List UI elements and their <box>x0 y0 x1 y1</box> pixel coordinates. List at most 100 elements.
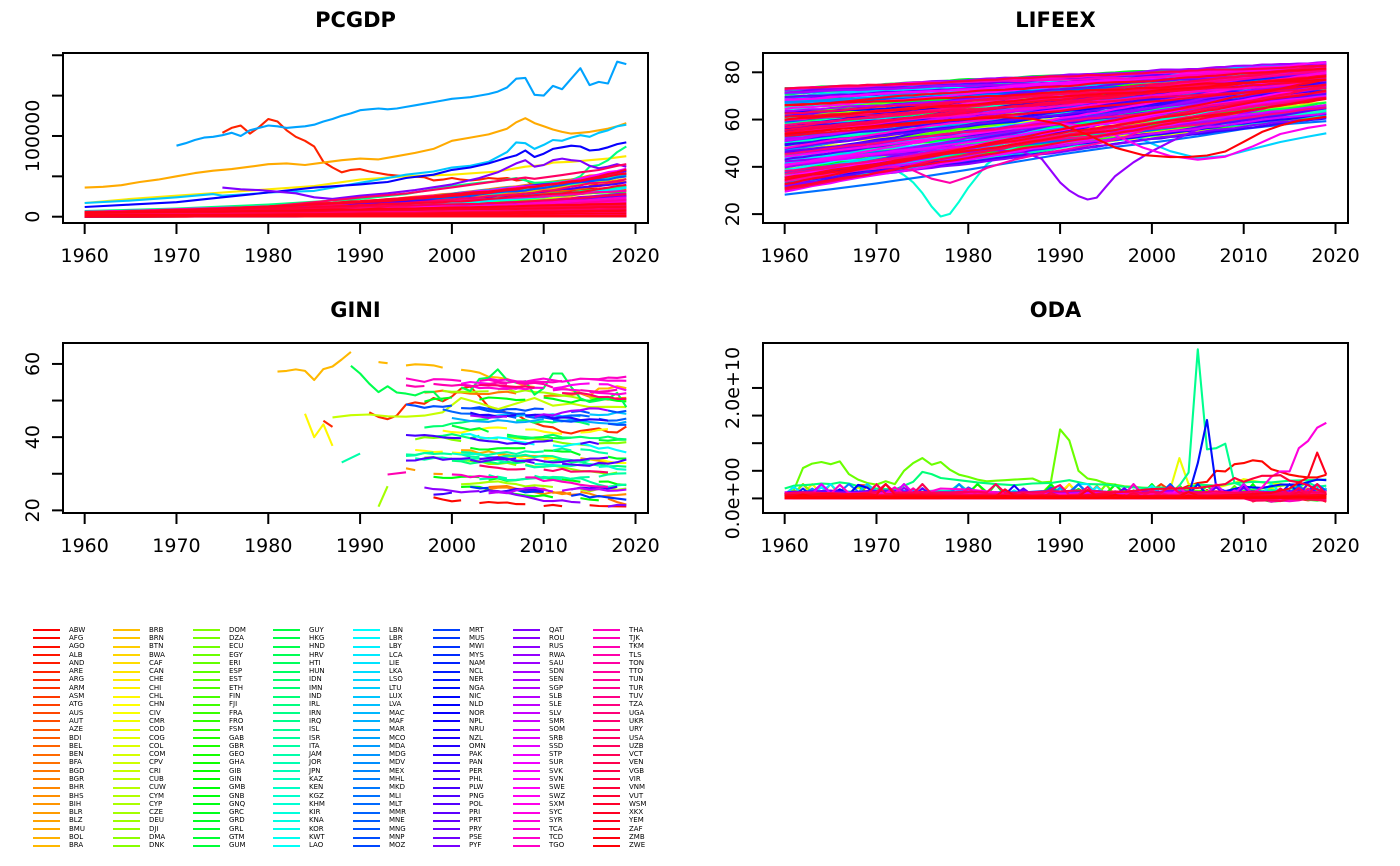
legend-column: QAT ROU RUS RWA SAU SDN SEN SGP SLB SLE SLV SMR SOM S… <box>513 626 593 850</box>
series-line-BRA <box>460 368 535 389</box>
legend-item: SOM <box>513 726 593 734</box>
x-tick-label: 1960 <box>760 245 808 267</box>
legend-swatch-line <box>593 645 620 648</box>
legend-code-label: ZAF <box>629 824 643 833</box>
legend-code-label: ISL <box>309 725 320 734</box>
legend-swatch-line <box>113 795 140 798</box>
legend-item: NOR <box>433 709 513 717</box>
chart-pcgdp: PCGDP 1960 1970 1980 1990 2000 2010 2020 0 10000… <box>0 0 700 290</box>
series-line <box>784 83 1327 137</box>
legend-code-label: NLD <box>469 700 484 709</box>
legend-swatch-line <box>273 720 300 723</box>
legend-swatch-line <box>353 720 380 723</box>
legend-swatch-line <box>193 720 220 723</box>
legend-swatch-line <box>593 629 620 632</box>
series-line <box>84 172 627 214</box>
legend-item: ASM <box>33 692 113 700</box>
legend-swatch-line <box>113 687 140 690</box>
series-line-CHL <box>304 413 334 447</box>
x-tick-label: 1970 <box>152 535 200 557</box>
legend-swatch-line <box>353 753 380 756</box>
legend-code-label: MDA <box>389 741 406 750</box>
legend-code-label: LUX <box>389 692 403 701</box>
legend-code-label: MAC <box>389 708 405 717</box>
legend-code-label: AND <box>69 658 85 667</box>
legend-swatch-line <box>513 753 540 756</box>
series-line <box>433 496 462 503</box>
legend-swatch-line <box>593 654 620 657</box>
legend-item: TGO <box>513 842 593 850</box>
legend-code-label: RWA <box>549 650 565 659</box>
legend-swatch-line <box>33 745 60 748</box>
legend-swatch-line <box>113 712 140 715</box>
legend-code-label: THA <box>629 625 644 634</box>
legend-code-label: GRC <box>229 808 244 817</box>
legend-item: TUN <box>593 676 673 684</box>
legend-code-label: MLT <box>389 799 403 808</box>
legend-item: MAC <box>353 709 433 717</box>
legend-item: BRA <box>33 842 113 850</box>
series-line <box>451 416 544 424</box>
legend-item: URY <box>593 726 673 734</box>
legend-swatch-line <box>513 803 540 806</box>
series-line-ARG <box>322 419 334 428</box>
legend-item: PAK <box>433 750 513 758</box>
legend-swatch-line <box>193 637 220 640</box>
legend-swatch-line <box>113 770 140 773</box>
legend-item: DNK <box>113 842 193 850</box>
legend-code-label: ALB <box>69 650 83 659</box>
legend-code-label: SWE <box>549 783 565 792</box>
legend-swatch-line <box>33 670 60 673</box>
legend-code-label: MNE <box>389 816 405 825</box>
legend-item: GNB <box>193 792 273 800</box>
legend-item: NLD <box>433 701 513 709</box>
legend-swatch-line <box>433 629 460 632</box>
legend-code-label: FJI <box>229 700 238 709</box>
legend-code-label: TKM <box>629 642 644 651</box>
legend-swatch-line <box>433 703 460 706</box>
series-line <box>470 446 526 451</box>
legend-item: YEM <box>593 817 673 825</box>
series-line <box>479 500 526 506</box>
legend-column: ABW AFG AGO ALB AND ARE ARG ARM ASM ATG AUS AUT AZE B… <box>33 626 113 850</box>
legend-code-label: MHL <box>389 774 405 783</box>
legend-column: MRT MUS MWI MYS NAM NCL NER NGA NIC NLD NOR NPL NRU N… <box>433 626 513 850</box>
legend-code-label: SAU <box>549 658 564 667</box>
legend-swatch-line <box>353 836 380 839</box>
legend-swatch-line <box>33 828 60 831</box>
legend-code-label: COD <box>149 725 165 734</box>
legend-item: KHM <box>273 800 353 808</box>
legend-swatch-line <box>33 803 60 806</box>
legend-swatch-line <box>593 819 620 822</box>
legend-swatch-line <box>273 803 300 806</box>
legend-item: NPL <box>433 717 513 725</box>
legend-swatch-line <box>353 645 380 648</box>
legend-item: PNG <box>433 792 513 800</box>
x-tick-label: 2010 <box>1220 535 1268 557</box>
legend-swatch-line <box>353 819 380 822</box>
legend-item: USA <box>593 734 673 742</box>
legend-item: SYR <box>513 817 593 825</box>
legend-code-label: IRL <box>309 700 320 709</box>
legend-item: SDN <box>513 667 593 675</box>
legend-swatch-line <box>113 828 140 831</box>
legend-swatch-line <box>593 811 620 814</box>
legend-code-label: COM <box>149 750 166 759</box>
series-line <box>784 89 1327 179</box>
series-line <box>543 433 627 441</box>
series-line-MCO <box>176 60 627 147</box>
legend-column: LBN LBR LBY LCA LIE LKA LSO LTU LUX LVA MAC MAF MAR M… <box>353 626 433 850</box>
legend-item: SSD <box>513 742 593 750</box>
legend-swatch-line <box>113 670 140 673</box>
legend-item: FRA <box>193 709 273 717</box>
legend-swatch-line <box>433 770 460 773</box>
legend-code-label: NRU <box>469 725 485 734</box>
legend-swatch-line <box>33 844 60 847</box>
legend-item: DEU <box>113 817 193 825</box>
legend-swatch-line <box>33 819 60 822</box>
legend-item: HKG <box>273 634 353 642</box>
legend-item: NCL <box>433 667 513 675</box>
legend-swatch-line <box>193 687 220 690</box>
legend-item: DMA <box>113 833 193 841</box>
legend-code-label: GIB <box>229 766 242 775</box>
